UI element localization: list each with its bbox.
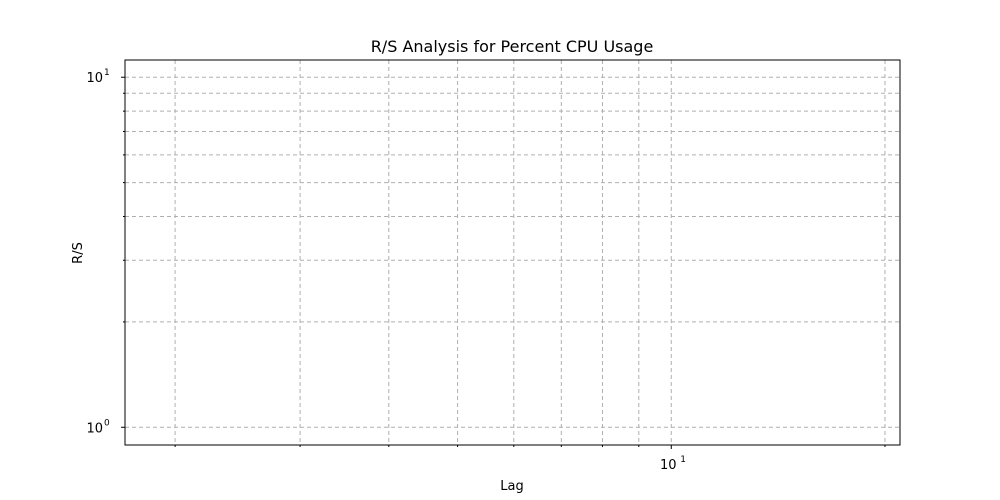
y-tick-label: 10 [86,71,103,86]
plot-background [125,60,900,445]
grid-lines [125,60,900,445]
x-tick-label: 10 [660,458,677,473]
y-tick-label: 10 [86,421,103,436]
plot-frame [124,59,901,446]
x-tick-label-exponent: 1 [680,455,686,465]
y-tick-label-exponent: 0 [104,418,110,428]
axis-ticks: 10 110 010 1 [86,68,886,473]
x-axis-label: Lag [500,479,523,494]
y-tick-label-exponent: 1 [104,68,110,78]
chart-title: R/S Analysis for Percent CPU Usage [371,37,654,56]
y-axis-label: R/S [71,242,86,264]
